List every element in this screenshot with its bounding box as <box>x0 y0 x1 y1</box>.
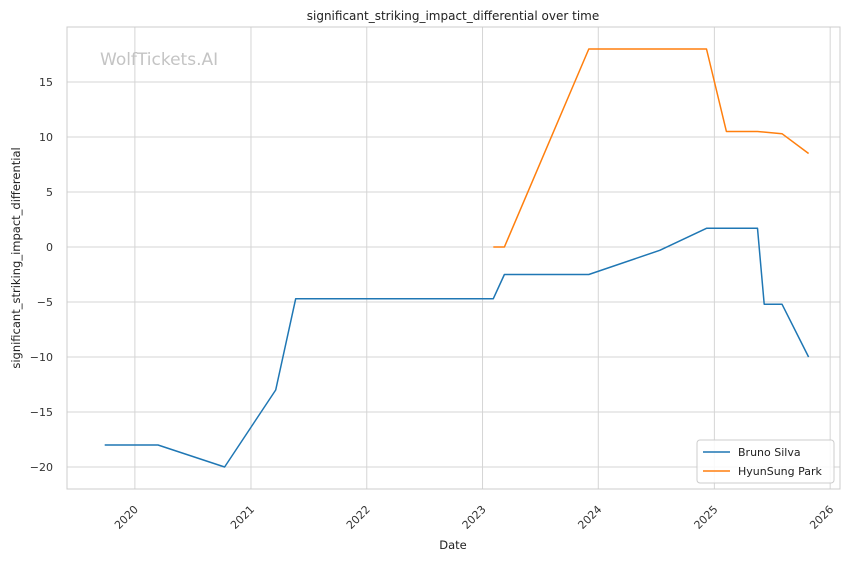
y-tick-label: −5 <box>37 296 53 309</box>
x-tick-label: 2022 <box>344 503 373 532</box>
grid <box>67 27 840 489</box>
series-line-bruno-silva <box>104 227 810 468</box>
x-axis-title: Date <box>439 538 467 552</box>
series-layer <box>104 48 810 468</box>
y-axis-title: significant_striking_impact_differential <box>9 147 23 368</box>
series-line-hyunsung-park <box>493 48 810 248</box>
x-tick-labels: 2020 2021 2022 2023 2024 2025 2026 <box>112 503 836 532</box>
x-tick-label: 2023 <box>460 503 489 532</box>
plot-area <box>67 27 840 489</box>
chart-title: significant_striking_impact_differential… <box>307 9 599 23</box>
x-tick-label: 2020 <box>112 503 141 532</box>
axis-frame <box>66 26 841 490</box>
x-tick-label: 2021 <box>228 503 257 532</box>
y-tick-label: −20 <box>30 461 53 474</box>
y-tick-label: 10 <box>39 131 53 144</box>
x-tick-label: 2024 <box>575 503 604 532</box>
legend-label-hyunsung-park: HyunSung Park <box>738 465 823 478</box>
legend-box <box>696 439 835 484</box>
y-tick-label: −15 <box>30 406 53 419</box>
y-tick-label: 5 <box>46 186 53 199</box>
y-tick-label: 15 <box>39 76 53 89</box>
y-tick-labels: −20 −15 −10 −5 0 5 10 15 <box>30 76 53 474</box>
x-tick-label: 2026 <box>807 503 836 532</box>
legend: Bruno Silva HyunSung Park <box>696 439 835 484</box>
plot-frame <box>66 26 841 490</box>
legend-label-bruno-silva: Bruno Silva <box>738 446 801 459</box>
watermark: WolfTickets.AI <box>100 50 218 70</box>
x-tick-label: 2025 <box>692 503 721 532</box>
y-tick-label: −10 <box>30 351 53 364</box>
y-tick-label: 0 <box>46 241 53 254</box>
